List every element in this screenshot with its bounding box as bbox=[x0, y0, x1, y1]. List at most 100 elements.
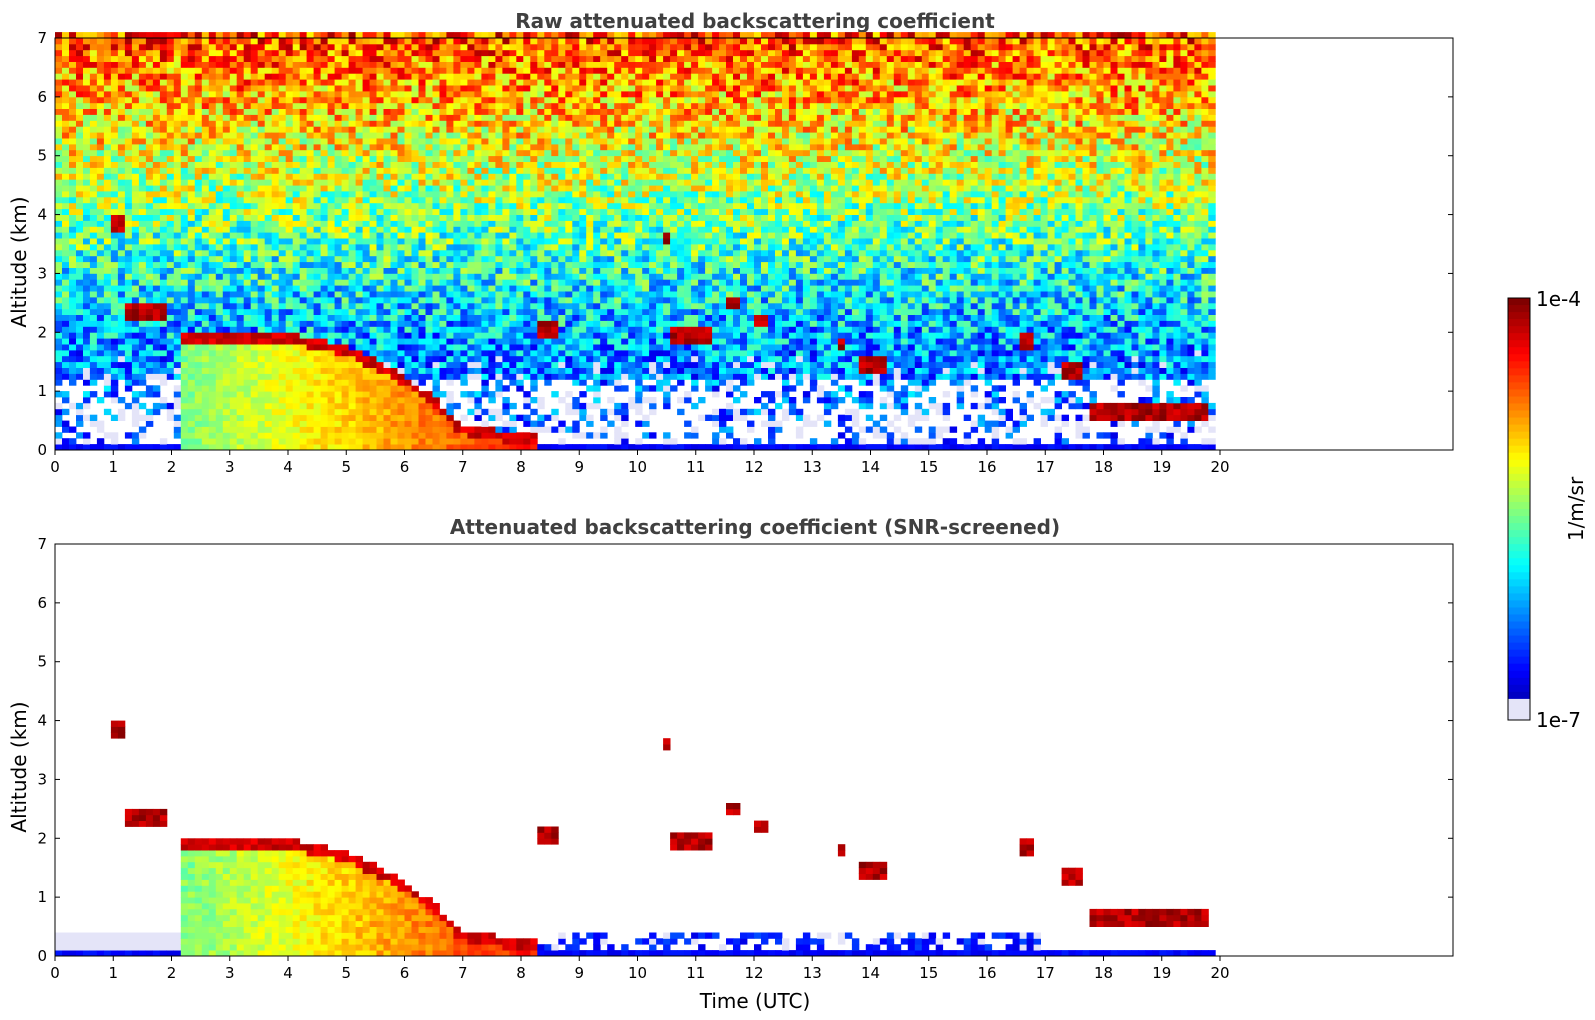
heatmap-cell bbox=[474, 314, 482, 321]
heatmap-cell bbox=[292, 49, 301, 57]
heatmap-cell bbox=[250, 367, 259, 374]
heatmap-cell bbox=[306, 38, 314, 45]
heatmap-cell bbox=[355, 420, 363, 427]
heatmap-cell bbox=[369, 249, 377, 257]
heatmap-cell bbox=[474, 285, 482, 292]
heatmap-cell bbox=[152, 273, 161, 280]
heatmap-cell bbox=[383, 426, 391, 433]
heatmap-cell bbox=[166, 232, 175, 239]
heatmap-cell bbox=[390, 143, 398, 151]
heatmap-cell bbox=[530, 191, 538, 198]
heatmap-cell bbox=[481, 96, 489, 104]
heatmap-cell bbox=[341, 308, 349, 315]
heatmap-cell bbox=[488, 255, 496, 263]
heatmap-cell bbox=[320, 49, 328, 57]
heatmap-cell bbox=[369, 367, 377, 374]
heatmap-cell bbox=[222, 326, 231, 333]
heatmap-cell bbox=[201, 244, 210, 251]
heatmap-cell bbox=[103, 344, 112, 351]
heatmap-cell bbox=[208, 73, 217, 80]
heatmap-cell bbox=[257, 126, 266, 133]
heatmap-cell bbox=[83, 149, 91, 157]
heatmap-cell bbox=[194, 149, 203, 157]
heatmap-cell bbox=[222, 67, 231, 74]
heatmap-cell bbox=[117, 196, 126, 204]
heatmap-cell bbox=[215, 273, 224, 280]
heatmap-cell bbox=[138, 332, 147, 339]
heatmap-cell bbox=[194, 438, 203, 445]
heatmap-cell bbox=[334, 379, 342, 386]
heatmap-cell bbox=[271, 173, 280, 180]
heatmap-cell bbox=[152, 214, 161, 221]
heatmap-cell bbox=[243, 391, 252, 398]
heatmap-cell bbox=[446, 79, 454, 86]
heatmap-cell bbox=[180, 96, 189, 104]
heatmap-cell bbox=[327, 214, 335, 221]
heatmap-cell bbox=[404, 79, 412, 86]
heatmap-cell bbox=[180, 232, 189, 239]
heatmap-cell bbox=[145, 138, 154, 145]
heatmap-cell bbox=[369, 120, 377, 127]
heatmap-cell bbox=[131, 285, 140, 292]
heatmap-cell bbox=[446, 238, 454, 245]
heatmap-cell bbox=[404, 49, 412, 57]
heatmap-cell bbox=[62, 49, 70, 57]
heatmap-cell bbox=[271, 214, 280, 221]
heatmap-cell bbox=[502, 191, 510, 198]
heatmap-cell bbox=[404, 338, 412, 345]
heatmap-cell bbox=[397, 308, 405, 315]
heatmap-cell bbox=[292, 420, 301, 427]
heatmap-cell bbox=[418, 149, 426, 157]
heatmap-cell bbox=[194, 185, 203, 192]
heatmap-cell bbox=[159, 49, 168, 57]
heatmap-cell bbox=[362, 338, 370, 345]
heatmap-cell bbox=[83, 67, 91, 74]
heatmap-cell bbox=[509, 226, 517, 233]
heatmap-cell bbox=[187, 138, 196, 145]
heatmap-cell bbox=[257, 102, 266, 109]
heatmap-cell bbox=[530, 114, 538, 121]
heatmap-cell bbox=[439, 143, 447, 151]
heatmap-cell bbox=[341, 38, 349, 45]
heatmap-cell bbox=[530, 426, 538, 433]
heatmap-cell bbox=[194, 249, 203, 257]
heatmap-cell bbox=[292, 261, 301, 268]
heatmap-cell bbox=[369, 32, 377, 39]
heatmap-cell bbox=[516, 326, 524, 333]
heatmap-cell bbox=[558, 91, 566, 98]
heatmap-cell bbox=[166, 344, 175, 351]
heatmap-cell bbox=[537, 196, 545, 204]
heatmap-cell bbox=[83, 361, 91, 368]
heatmap-cell bbox=[173, 344, 182, 351]
heatmap-cell bbox=[467, 161, 475, 168]
heatmap-cell bbox=[131, 38, 140, 45]
heatmap-cell bbox=[369, 220, 377, 227]
heatmap-cell bbox=[96, 344, 105, 351]
heatmap-cell bbox=[523, 108, 531, 115]
heatmap-cell bbox=[474, 167, 482, 174]
heatmap-cell bbox=[96, 114, 105, 121]
heatmap-cell bbox=[83, 279, 91, 286]
heatmap-cell bbox=[145, 61, 154, 68]
heatmap-cell bbox=[236, 173, 245, 180]
heatmap-cell bbox=[55, 267, 63, 274]
heatmap-cell bbox=[55, 314, 63, 321]
heatmap-cell bbox=[145, 338, 154, 345]
heatmap-cell bbox=[201, 444, 210, 451]
heatmap-cell bbox=[341, 196, 349, 204]
heatmap-cell bbox=[369, 379, 377, 386]
heatmap-cell bbox=[376, 320, 384, 327]
heatmap-cell bbox=[145, 185, 154, 192]
heatmap-cell bbox=[467, 61, 475, 68]
heatmap-cell bbox=[145, 420, 154, 427]
heatmap-cell bbox=[355, 408, 363, 416]
heatmap-cell bbox=[229, 167, 238, 174]
heatmap-cell bbox=[320, 367, 328, 374]
heatmap-cell bbox=[208, 379, 217, 386]
heatmap-cell bbox=[418, 267, 426, 274]
heatmap-cell bbox=[278, 120, 287, 127]
heatmap-cell bbox=[558, 332, 566, 339]
heatmap-cell bbox=[166, 214, 175, 221]
heatmap-cell bbox=[194, 385, 203, 392]
heatmap-cell bbox=[369, 96, 377, 104]
